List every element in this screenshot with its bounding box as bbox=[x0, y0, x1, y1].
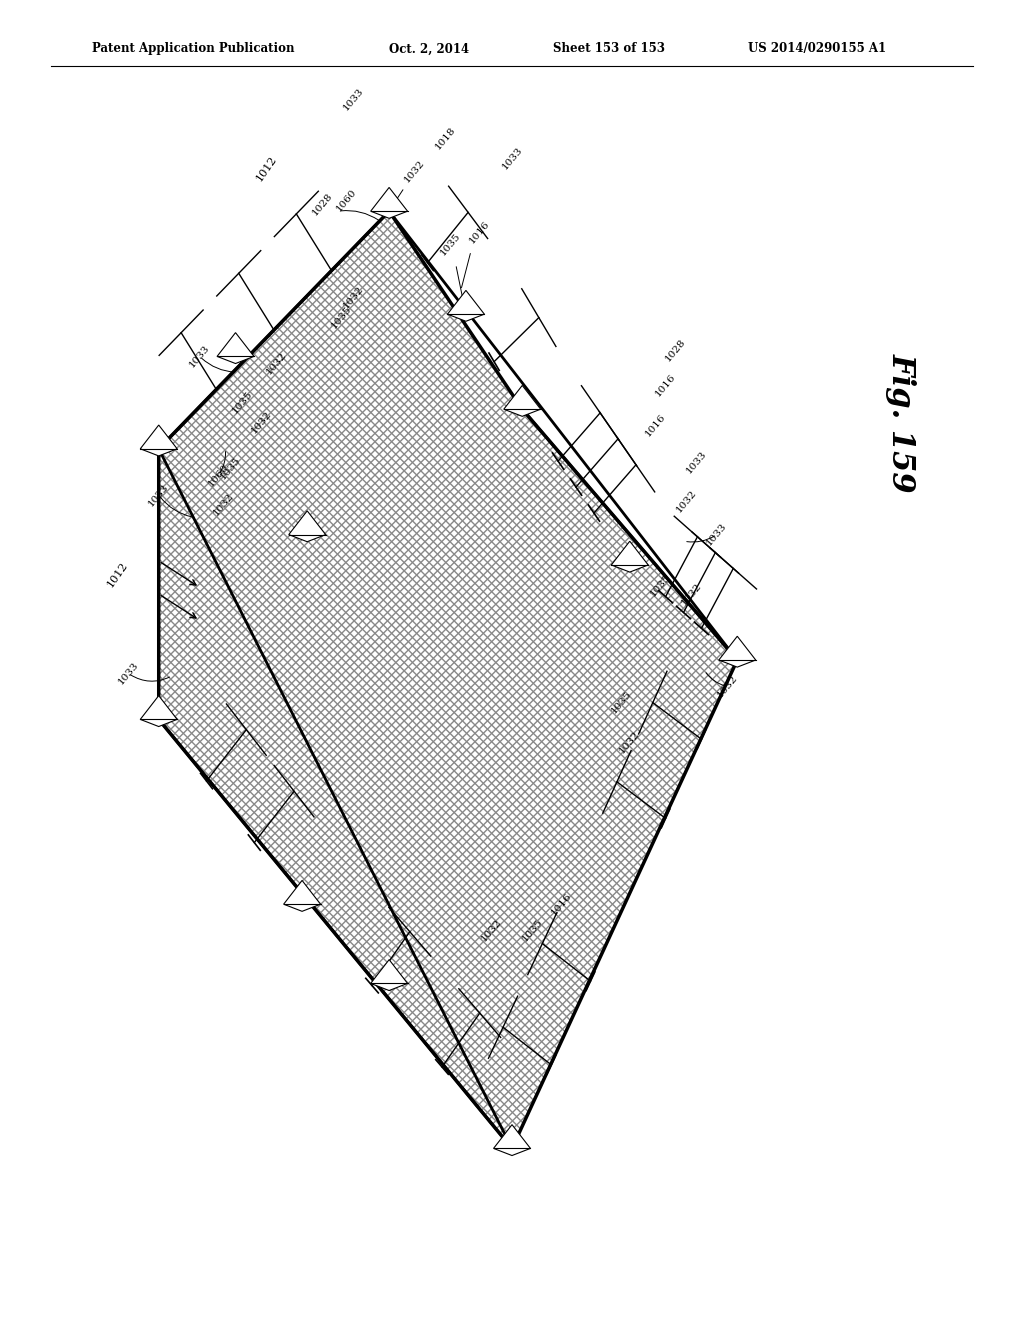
Polygon shape bbox=[371, 960, 408, 990]
Polygon shape bbox=[611, 541, 648, 572]
Polygon shape bbox=[140, 425, 177, 455]
Text: 1016: 1016 bbox=[643, 412, 668, 438]
Text: 1028: 1028 bbox=[310, 191, 335, 218]
Text: US 2014/0290155 A1: US 2014/0290155 A1 bbox=[748, 42, 886, 55]
Text: 1016: 1016 bbox=[549, 891, 573, 917]
Text: 1035: 1035 bbox=[648, 572, 673, 598]
Text: 1033: 1033 bbox=[341, 86, 366, 112]
Text: 1033: 1033 bbox=[705, 521, 729, 548]
Text: 1032: 1032 bbox=[402, 158, 427, 185]
Polygon shape bbox=[140, 696, 177, 726]
Text: 1032: 1032 bbox=[249, 409, 273, 436]
Text: 1012: 1012 bbox=[105, 560, 130, 589]
Text: Sheet 153 of 153: Sheet 153 of 153 bbox=[553, 42, 665, 55]
Text: 1033: 1033 bbox=[146, 482, 171, 508]
Text: 1033: 1033 bbox=[116, 660, 140, 686]
Text: Fig. 159: Fig. 159 bbox=[886, 352, 916, 492]
Text: 1032: 1032 bbox=[211, 491, 236, 517]
Text: 1035: 1035 bbox=[329, 304, 353, 330]
Polygon shape bbox=[284, 880, 321, 911]
Text: 1028: 1028 bbox=[664, 337, 688, 363]
Polygon shape bbox=[289, 511, 326, 541]
Text: 1032: 1032 bbox=[264, 350, 289, 376]
Polygon shape bbox=[217, 333, 254, 363]
Polygon shape bbox=[159, 211, 737, 1148]
Text: 1035: 1035 bbox=[520, 917, 545, 944]
Text: 1032: 1032 bbox=[341, 284, 366, 310]
Text: 1060: 1060 bbox=[334, 187, 358, 214]
Text: 1035: 1035 bbox=[609, 689, 634, 715]
Text: 1035: 1035 bbox=[230, 389, 255, 416]
Polygon shape bbox=[371, 187, 408, 218]
Polygon shape bbox=[494, 1125, 530, 1155]
Text: 1018: 1018 bbox=[433, 125, 458, 152]
Text: 1060: 1060 bbox=[206, 462, 230, 488]
Polygon shape bbox=[719, 636, 756, 667]
Text: 1033: 1033 bbox=[500, 145, 524, 172]
Text: 1035: 1035 bbox=[218, 455, 243, 482]
Polygon shape bbox=[447, 290, 484, 321]
Text: 1032: 1032 bbox=[715, 673, 739, 700]
Text: 1035: 1035 bbox=[438, 231, 463, 257]
Text: 1033: 1033 bbox=[187, 343, 212, 370]
Text: 1032: 1032 bbox=[679, 581, 703, 607]
Text: 1032: 1032 bbox=[479, 917, 504, 944]
Text: 1016: 1016 bbox=[467, 219, 492, 246]
Text: Patent Application Publication: Patent Application Publication bbox=[92, 42, 295, 55]
Text: 1032: 1032 bbox=[674, 488, 698, 515]
Text: 1012: 1012 bbox=[254, 154, 279, 183]
Text: 1016: 1016 bbox=[653, 372, 678, 399]
Text: 1033: 1033 bbox=[684, 449, 709, 475]
Text: Oct. 2, 2014: Oct. 2, 2014 bbox=[389, 42, 469, 55]
Polygon shape bbox=[504, 385, 541, 416]
Text: 1032: 1032 bbox=[617, 729, 642, 755]
